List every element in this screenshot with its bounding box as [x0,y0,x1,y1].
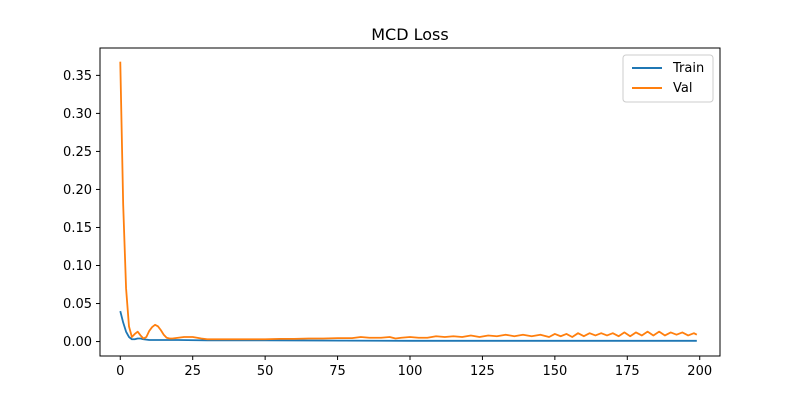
y-tick-label: 0.15 [63,221,92,236]
x-tick-label: 125 [470,364,495,379]
legend-label-train: Train [672,61,704,76]
x-axis: 0 25 50 75 100 125 150 175 200 [116,356,712,379]
plot-frame [99,47,721,357]
y-tick-label: 0.25 [63,145,92,160]
y-tick-label: 0.20 [63,183,92,198]
chart-title: MCD Loss [371,25,448,44]
y-tick-label: 0.30 [63,107,92,122]
x-tick-label: 25 [184,364,201,379]
legend: Train Val [622,54,714,103]
x-tick-label: 150 [542,364,567,379]
series-layer [119,61,698,342]
legend-box [622,54,714,103]
x-tick-label: 75 [329,364,346,379]
series-line-train [119,310,697,342]
x-tick-label: 0 [116,364,124,379]
y-tick-label: 0.10 [63,259,92,274]
y-tick-label: 0.00 [63,335,92,350]
series-line-val [119,61,698,341]
x-tick-label: 50 [257,364,274,379]
y-tick-label: 0.05 [63,297,92,312]
x-tick-label: 175 [615,364,640,379]
legend-label-val: Val [673,81,692,96]
y-tick-label: 0.35 [63,69,92,84]
x-tick-label: 100 [398,364,423,379]
x-tick-label: 200 [687,364,712,379]
y-axis: 0.00 0.05 0.10 0.15 0.20 0.25 0.30 0.35 [63,69,100,350]
